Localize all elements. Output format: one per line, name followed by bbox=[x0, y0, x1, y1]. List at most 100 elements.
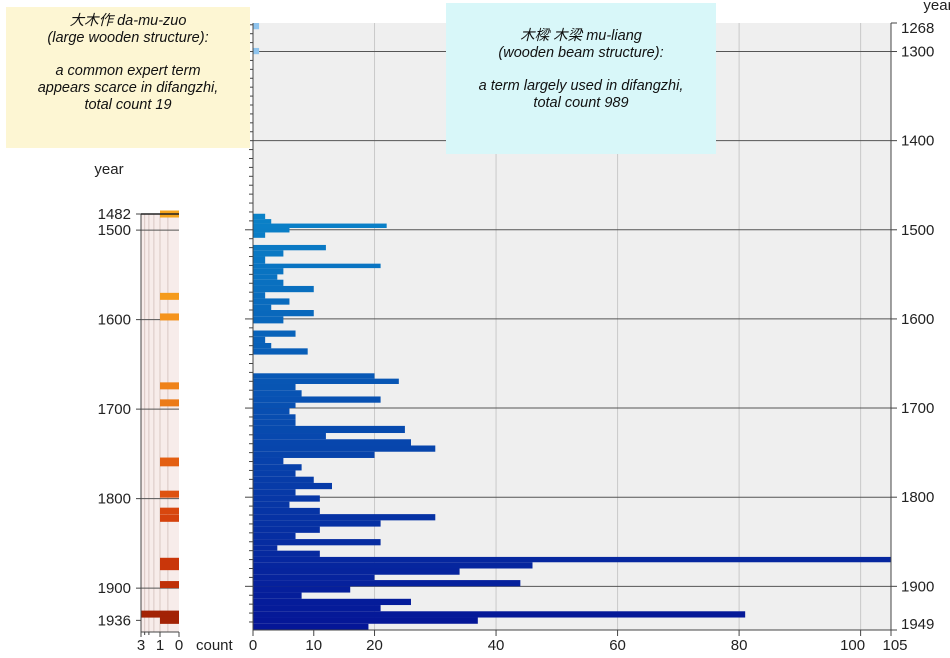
main-bar bbox=[253, 223, 387, 229]
left-note-total: total count 19 bbox=[84, 97, 172, 113]
main-bar bbox=[253, 419, 296, 426]
left-y-tick-label: 1500 bbox=[98, 222, 131, 239]
main-y-tick-label: 1949 bbox=[901, 616, 934, 633]
left-bar bbox=[160, 292, 179, 300]
main-bar bbox=[253, 580, 521, 587]
left-bar bbox=[160, 399, 179, 407]
main-bar bbox=[253, 292, 266, 299]
main-bar bbox=[253, 507, 320, 515]
left-y-axis-title: year bbox=[94, 161, 123, 178]
main-bar bbox=[253, 425, 405, 434]
main-bar bbox=[253, 545, 278, 551]
main-x-tick-label: 100 bbox=[840, 637, 865, 654]
main-bar bbox=[253, 342, 272, 349]
main-bar bbox=[253, 526, 320, 533]
left-bar bbox=[160, 382, 179, 390]
left-bar bbox=[160, 557, 179, 565]
main-bar bbox=[253, 373, 375, 379]
main-bar bbox=[253, 592, 302, 599]
main-bar bbox=[253, 402, 296, 409]
main-bar bbox=[253, 476, 314, 483]
left-y-tick-label: 1482 bbox=[98, 206, 131, 223]
left-bar bbox=[160, 313, 179, 321]
main-bar bbox=[253, 383, 296, 391]
main-x-tick-label: 60 bbox=[609, 637, 626, 654]
left-bar bbox=[160, 507, 179, 515]
main-bar bbox=[253, 279, 284, 286]
main-y-tick-label: 1600 bbox=[901, 311, 934, 328]
main-bar bbox=[253, 495, 320, 502]
main-bar bbox=[253, 378, 399, 384]
main-bar bbox=[253, 298, 290, 305]
main-bar bbox=[253, 274, 278, 280]
main-y-tick-label: 1300 bbox=[901, 44, 934, 61]
main-x-tick-label: 105 bbox=[882, 637, 907, 654]
main-x-tick-label: 0 bbox=[249, 637, 257, 654]
left-annotation-box: 大木作 da-mu-zuo (large wooden structure): … bbox=[6, 7, 250, 148]
main-bar bbox=[253, 439, 411, 446]
main-y-tick-label: 1700 bbox=[901, 400, 934, 417]
left-y-tick-label: 1700 bbox=[98, 401, 131, 418]
main-bar bbox=[253, 598, 411, 606]
left-y-tick-label: 1800 bbox=[98, 491, 131, 508]
right-note-desc: a term largely used in difangzhi, bbox=[478, 78, 684, 94]
main-bar bbox=[253, 433, 326, 440]
left-note-desc-1: a common expert term bbox=[55, 63, 201, 79]
main-bar bbox=[253, 457, 284, 465]
left-bar bbox=[160, 514, 179, 522]
main-bar bbox=[253, 285, 314, 293]
left-bar bbox=[160, 616, 179, 624]
main-bar bbox=[253, 617, 478, 624]
main-bar bbox=[253, 250, 284, 257]
main-bar bbox=[253, 414, 296, 420]
main-bar bbox=[253, 47, 260, 55]
main-bar bbox=[253, 611, 746, 618]
main-y-axis-title: year bbox=[923, 0, 950, 14]
main-bar bbox=[253, 568, 460, 575]
main-bar bbox=[253, 304, 272, 311]
main-y-tick-label: 1268 bbox=[901, 20, 934, 37]
main-y-tick-label: 1500 bbox=[901, 222, 934, 239]
left-x-tick-label: 0 bbox=[175, 637, 183, 654]
main-bar bbox=[253, 451, 375, 458]
main-y-tick-label: 1400 bbox=[901, 133, 934, 150]
main-bar bbox=[253, 213, 266, 220]
left-bar bbox=[160, 563, 179, 571]
main-bar bbox=[253, 330, 296, 337]
left-bar bbox=[160, 490, 179, 498]
main-bar bbox=[253, 219, 272, 224]
left-bar bbox=[160, 459, 179, 467]
left-x-tick-label: 3 bbox=[137, 637, 145, 654]
main-bar bbox=[253, 23, 260, 30]
left-note-gloss: (large wooden structure): bbox=[47, 30, 209, 46]
main-bars bbox=[253, 23, 891, 630]
main-bar bbox=[253, 396, 381, 403]
main-x-tick-label: 80 bbox=[731, 637, 748, 654]
main-bar bbox=[253, 574, 375, 581]
main-bar bbox=[253, 482, 332, 490]
main-bar bbox=[253, 316, 284, 324]
main-bar bbox=[253, 256, 266, 264]
main-bar bbox=[253, 539, 381, 546]
main-bar bbox=[253, 445, 436, 452]
left-grid bbox=[141, 214, 179, 632]
main-bar bbox=[253, 501, 290, 508]
main-bar bbox=[253, 514, 436, 521]
left-x-tick-label: 1 bbox=[156, 637, 164, 654]
right-note-gloss: (wooden beam structure): bbox=[498, 45, 664, 61]
left-y-tick-label: 1900 bbox=[98, 580, 131, 597]
right-note-term: 木樑 木梁 mu-liang bbox=[520, 28, 642, 44]
right-note-total: total count 989 bbox=[533, 95, 629, 111]
main-bar bbox=[253, 268, 284, 275]
main-bar bbox=[253, 263, 381, 269]
left-y-tick-label: 1600 bbox=[98, 312, 131, 329]
left-y-tick-label: 1936 bbox=[98, 612, 131, 629]
main-bar bbox=[253, 408, 290, 415]
main-bar bbox=[253, 348, 308, 355]
main-bar bbox=[253, 390, 302, 397]
right-annotation-box: 木樑 木梁 mu-liang (wooden beam structure): … bbox=[446, 3, 716, 154]
main-bar bbox=[253, 562, 533, 569]
main-bar bbox=[253, 520, 381, 527]
